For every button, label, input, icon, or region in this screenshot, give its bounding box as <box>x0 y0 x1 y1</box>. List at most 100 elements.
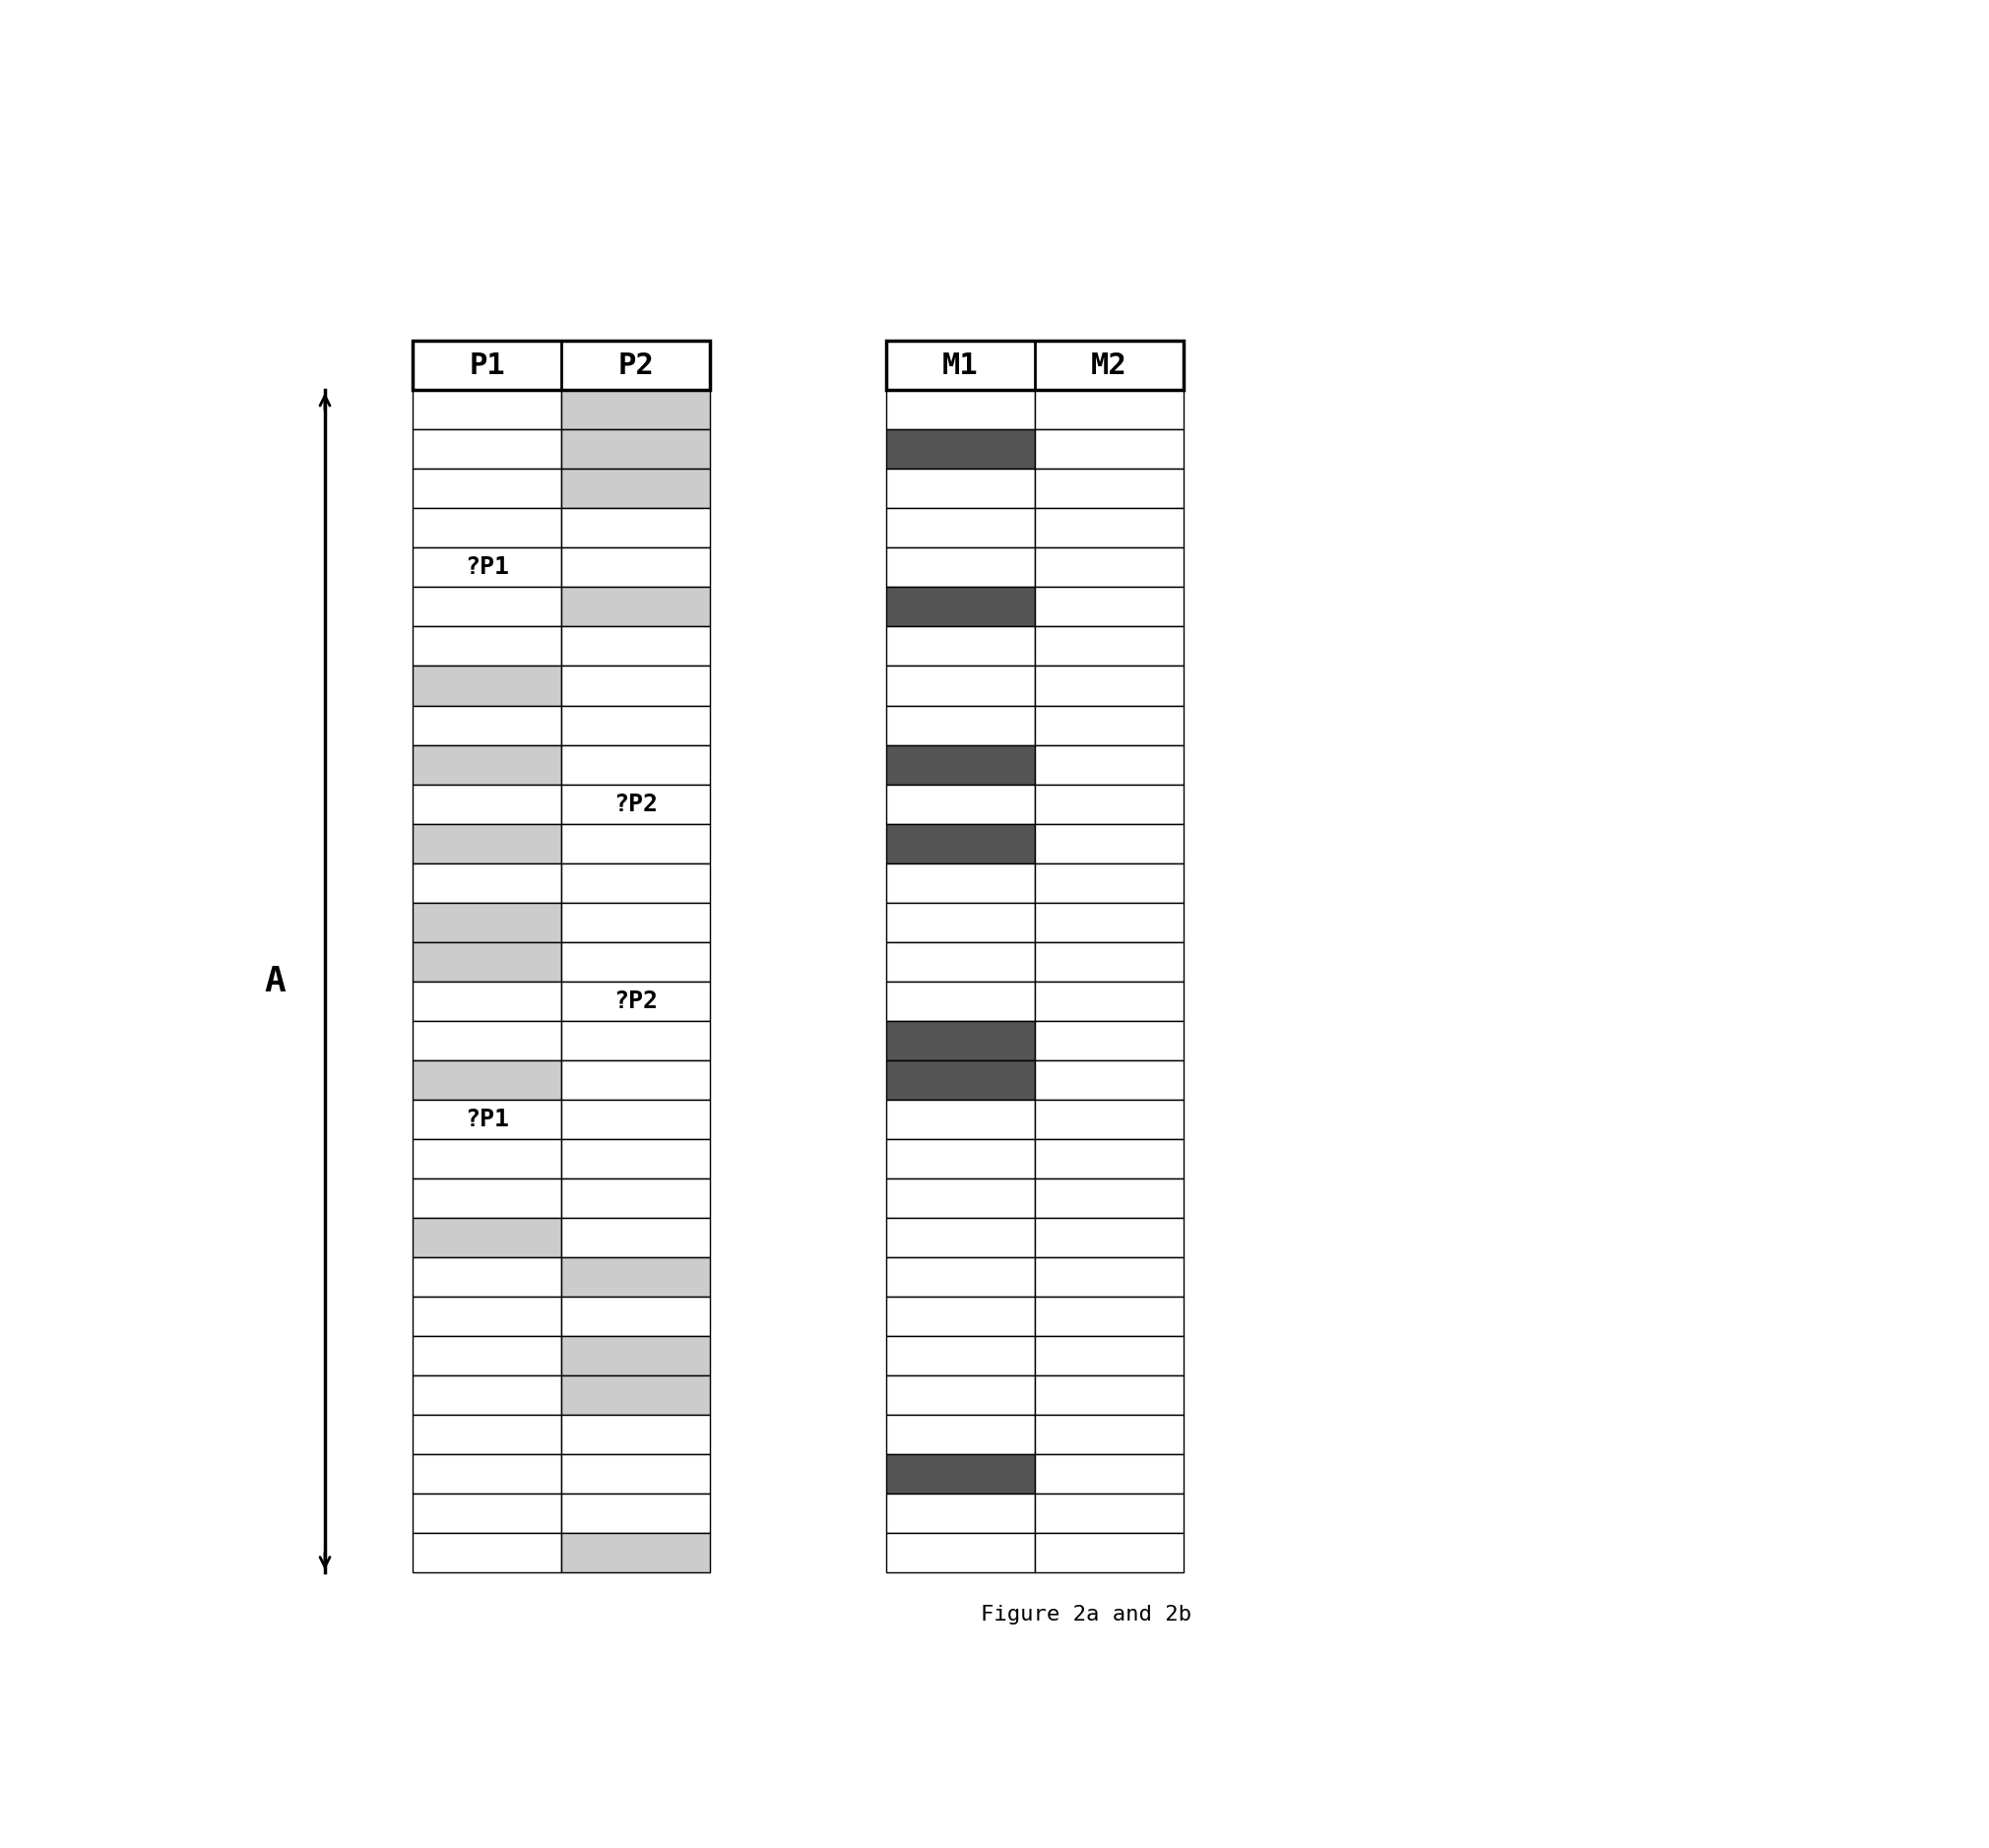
Bar <box>561 1493 710 1534</box>
Bar <box>885 1375 1034 1416</box>
Text: M2: M2 <box>1090 351 1128 379</box>
Bar <box>561 390 710 429</box>
Bar <box>1034 469 1183 508</box>
Bar <box>1034 1534 1183 1573</box>
Bar <box>561 745 710 784</box>
Bar <box>885 469 1034 508</box>
Bar <box>561 824 710 863</box>
Bar <box>1034 1336 1183 1375</box>
Bar <box>1034 1257 1183 1297</box>
Bar <box>885 784 1034 824</box>
Bar <box>412 1375 561 1416</box>
Bar <box>1034 1218 1183 1257</box>
Bar <box>412 706 561 745</box>
Bar <box>1034 1297 1183 1336</box>
Text: ?P2: ?P2 <box>615 793 658 815</box>
Bar <box>561 1336 710 1375</box>
Bar <box>885 390 1034 429</box>
Bar <box>412 1061 561 1100</box>
Bar <box>1034 665 1183 706</box>
Bar <box>885 942 1034 981</box>
Bar <box>885 1179 1034 1218</box>
Bar <box>885 1534 1034 1573</box>
Bar <box>1034 824 1183 863</box>
Bar <box>561 1179 710 1218</box>
Bar <box>412 981 561 1020</box>
Bar <box>561 469 710 508</box>
Bar <box>1034 981 1183 1020</box>
Bar <box>885 1416 1034 1454</box>
Bar <box>885 1454 1034 1493</box>
Bar <box>412 390 561 429</box>
Bar <box>885 1297 1034 1336</box>
Bar <box>412 1534 561 1573</box>
Bar <box>412 784 561 824</box>
Bar <box>885 1493 1034 1534</box>
Bar <box>1034 1100 1183 1138</box>
Bar <box>1034 942 1183 981</box>
Bar <box>885 1061 1034 1100</box>
Bar <box>1034 429 1183 469</box>
Bar <box>1034 1138 1183 1179</box>
Bar <box>412 1336 561 1375</box>
Bar <box>561 942 710 981</box>
Bar <box>561 588 710 626</box>
Bar <box>885 665 1034 706</box>
Bar <box>412 429 561 469</box>
Bar <box>885 340 1183 390</box>
Bar <box>885 1257 1034 1297</box>
Bar <box>561 547 710 588</box>
Bar <box>412 1297 561 1336</box>
Bar <box>1034 626 1183 665</box>
Text: M1: M1 <box>943 351 979 379</box>
Bar <box>1034 1020 1183 1061</box>
Bar <box>885 429 1034 469</box>
Bar <box>561 863 710 902</box>
Bar <box>412 863 561 902</box>
Text: P1: P1 <box>469 351 505 379</box>
Bar <box>412 469 561 508</box>
Bar <box>1034 902 1183 942</box>
Bar <box>561 1061 710 1100</box>
Bar <box>1034 1179 1183 1218</box>
Bar <box>561 784 710 824</box>
Text: P2: P2 <box>619 351 654 379</box>
Bar <box>885 981 1034 1020</box>
Bar <box>885 1218 1034 1257</box>
Bar <box>1034 508 1183 547</box>
Bar <box>561 1416 710 1454</box>
Bar <box>561 665 710 706</box>
Bar <box>412 1100 561 1138</box>
Bar <box>412 942 561 981</box>
Bar <box>561 1100 710 1138</box>
Bar <box>1034 1493 1183 1534</box>
Text: ?P1: ?P1 <box>465 1107 509 1131</box>
Bar <box>885 1020 1034 1061</box>
Text: ?P1: ?P1 <box>465 556 509 578</box>
Bar <box>1034 1061 1183 1100</box>
Text: A: A <box>265 965 286 998</box>
Bar <box>1034 390 1183 429</box>
Bar <box>412 824 561 863</box>
Bar <box>1034 784 1183 824</box>
Bar <box>561 626 710 665</box>
Bar <box>561 508 710 547</box>
Bar <box>885 1138 1034 1179</box>
Bar <box>561 1020 710 1061</box>
Bar <box>412 508 561 547</box>
Bar <box>561 706 710 745</box>
Bar <box>885 824 1034 863</box>
Bar <box>412 340 710 390</box>
Bar <box>561 1375 710 1416</box>
Bar <box>412 588 561 626</box>
Bar <box>412 1179 561 1218</box>
Bar <box>412 1020 561 1061</box>
Bar <box>561 1138 710 1179</box>
Bar <box>412 1493 561 1534</box>
Bar <box>412 1257 561 1297</box>
Bar <box>412 1416 561 1454</box>
Bar <box>412 1454 561 1493</box>
Bar <box>561 981 710 1020</box>
Bar <box>561 1534 710 1573</box>
Bar <box>1034 588 1183 626</box>
